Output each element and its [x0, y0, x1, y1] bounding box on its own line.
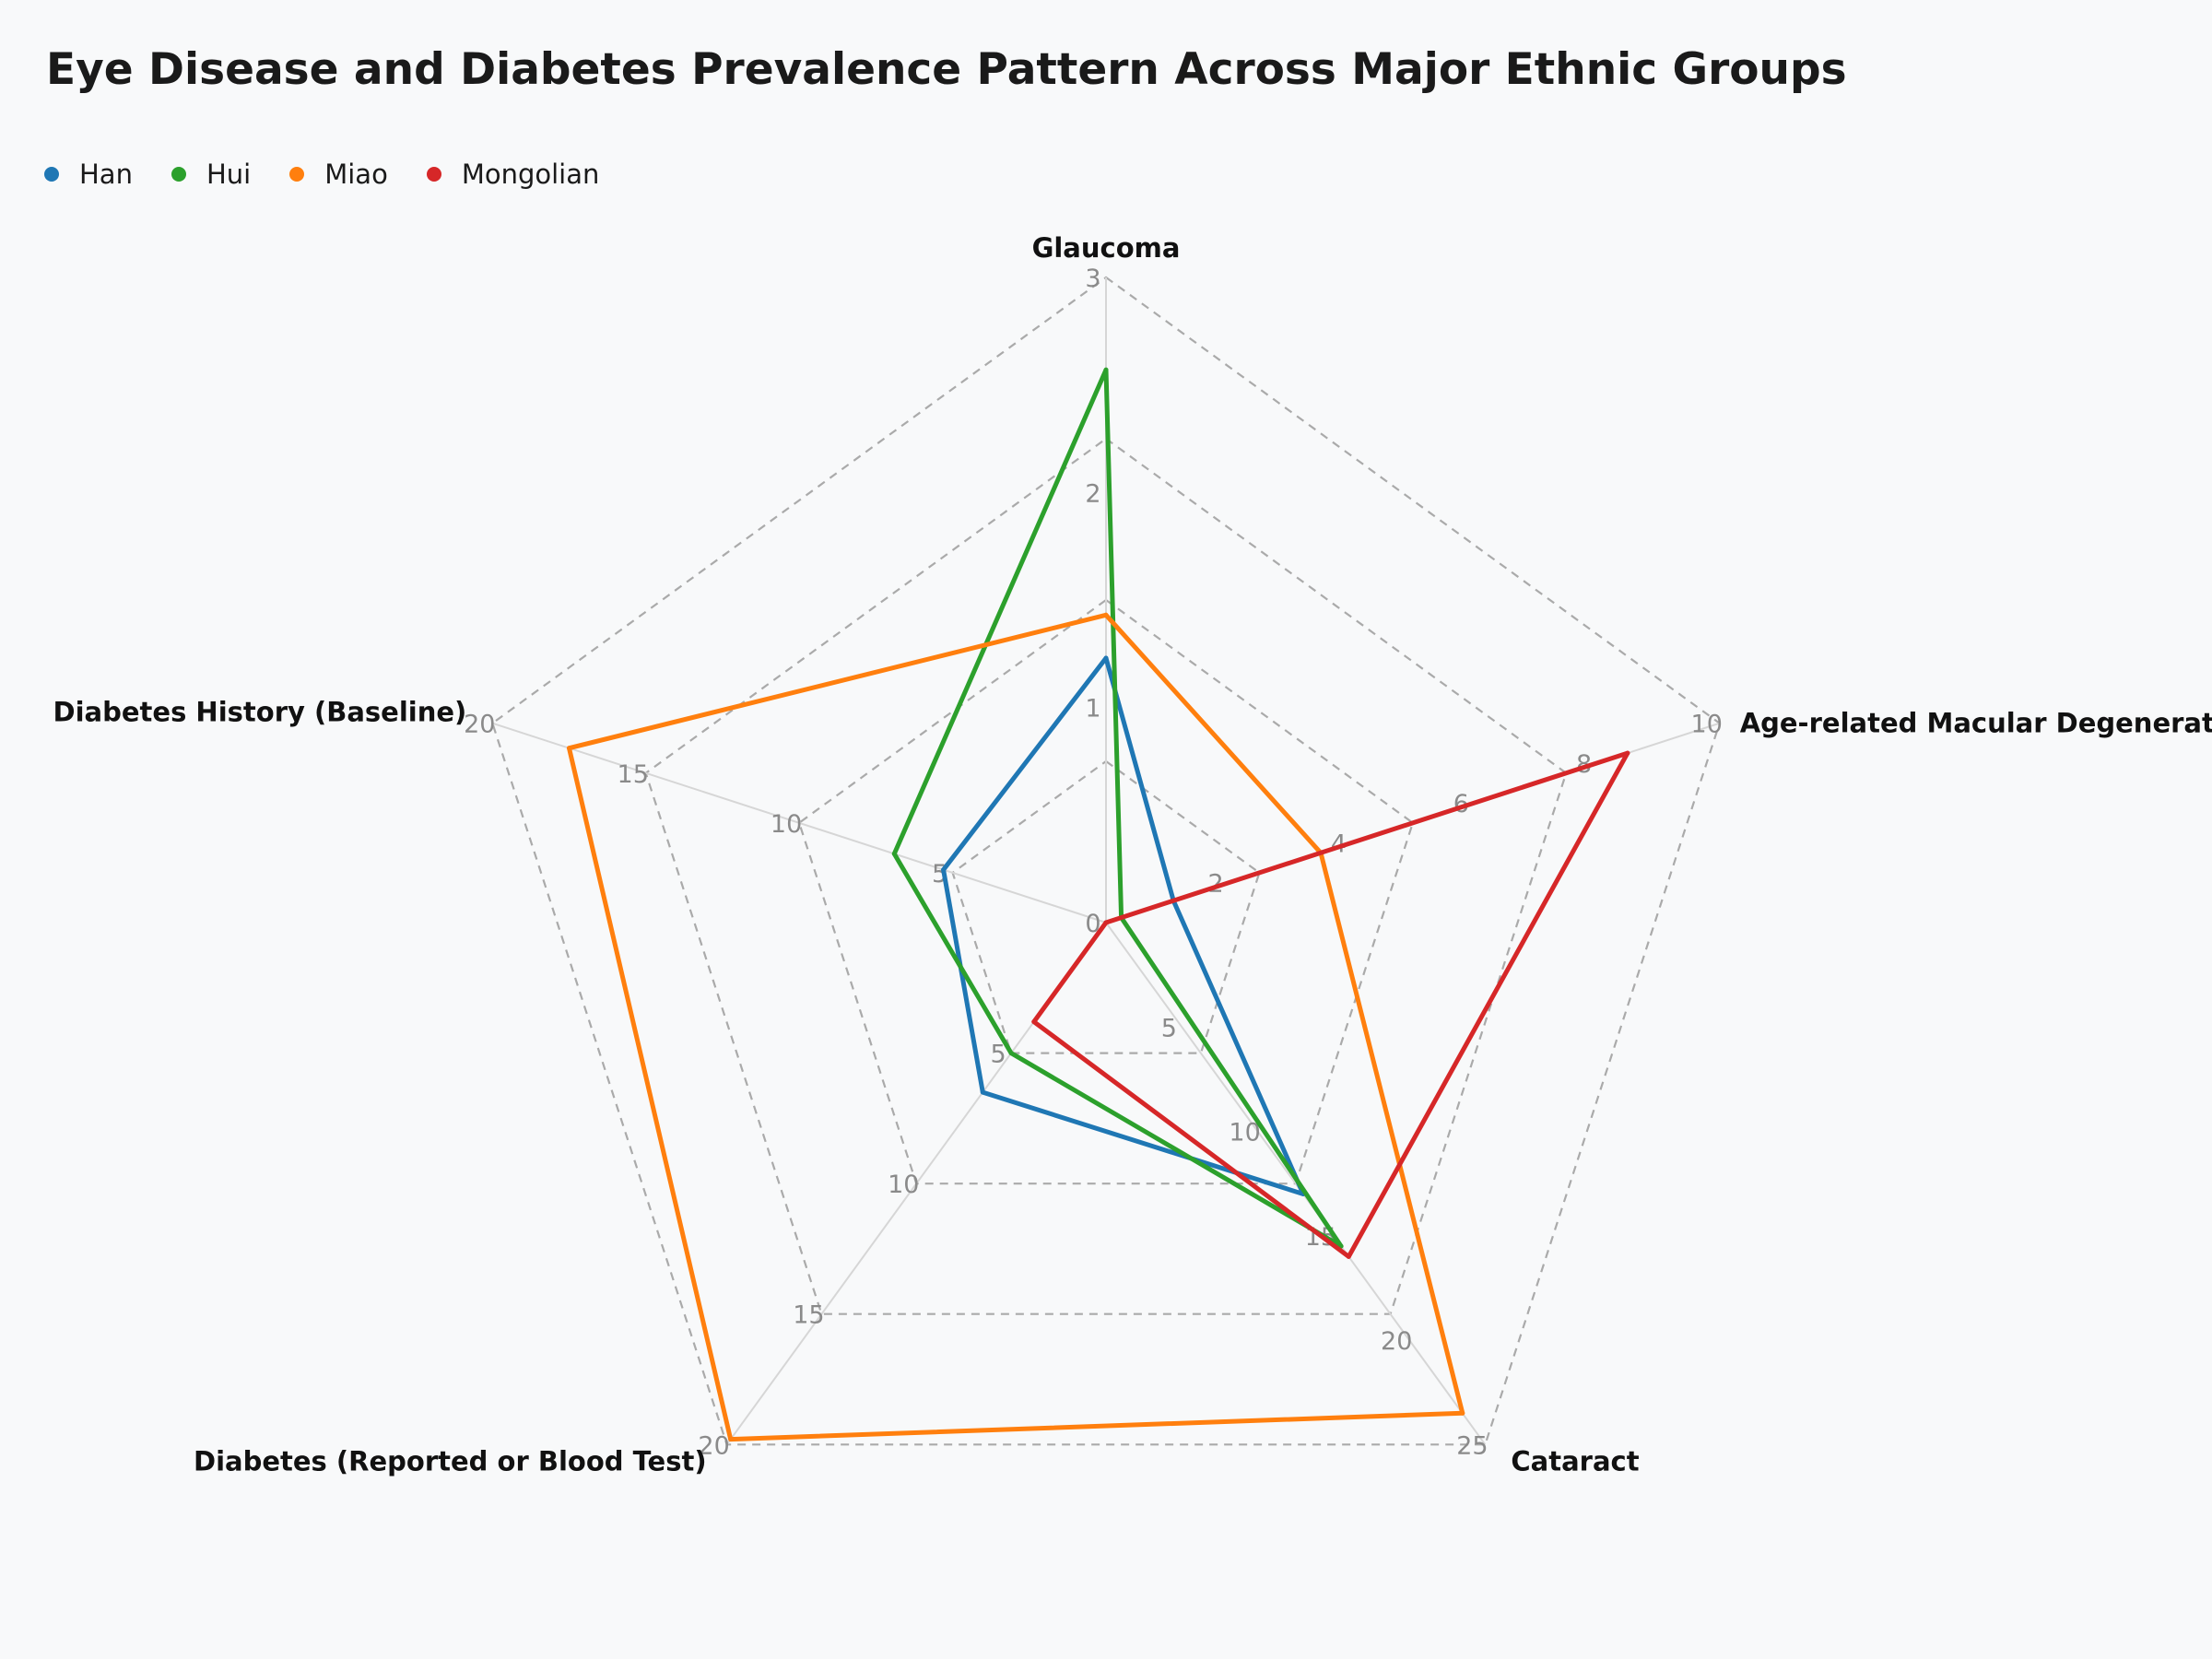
data-point-miao-3	[1460, 1410, 1465, 1416]
data-point-han-1	[1103, 655, 1109, 661]
grid-ring-4	[491, 276, 1721, 1446]
tick-label-axis3-5: 25	[1456, 1431, 1488, 1460]
legend-label-han: Han	[79, 159, 133, 190]
tick-label-axis4-2: 10	[888, 1171, 919, 1199]
axis-label-5: Diabetes History (Baseline)	[53, 697, 467, 728]
tick-label-axis3-2: 10	[1229, 1119, 1260, 1147]
legend-marker-han	[44, 167, 59, 182]
tick-label-axis1-4: 3	[1085, 265, 1100, 293]
tick-label-axis4-1: 5	[991, 1041, 1006, 1069]
legend-label-miao: Miao	[324, 159, 388, 190]
series-line-mongolian	[1031, 750, 1630, 1259]
tick-label-axis3-1: 5	[1161, 1014, 1177, 1042]
data-point-miao-1	[1103, 612, 1109, 618]
chart-title: Eye Disease and Diabetes Prevalence Patt…	[46, 44, 1847, 95]
legend-marker-hui	[171, 167, 186, 182]
tick-label-axis2-1: 2	[1208, 870, 1224, 899]
legend: Han Hui Miao Mongolian	[44, 159, 638, 190]
tick-label-axis2-5: 10	[1691, 711, 1723, 739]
data-point-hui-4	[1008, 1051, 1014, 1056]
tick-label-axis3-4: 20	[1381, 1327, 1412, 1356]
legend-label-mongolian: Mongolian	[461, 159, 600, 190]
axis-label-2: Age-related Macular Degeneration	[1740, 708, 2212, 739]
legend-marker-mongolian	[426, 167, 441, 182]
legend-item-hui[interactable]: Hui	[171, 159, 251, 190]
series-line-miao	[567, 612, 1465, 1442]
axis-label-1: Glaucoma	[1032, 232, 1181, 264]
data-point-mongolian-4	[1031, 1019, 1037, 1025]
data-point-mongolian-5	[1103, 920, 1109, 925]
series-line-hui	[891, 367, 1344, 1249]
data-point-hui-1	[1103, 367, 1109, 372]
tick-label-axis4-4: 20	[698, 1431, 729, 1460]
tick-label-axis5-3: 15	[618, 760, 649, 789]
legend-item-miao[interactable]: Miao	[289, 159, 388, 190]
tick-label-axis2-2: 4	[1331, 830, 1347, 859]
tick-label-axis5-4: 20	[464, 711, 495, 739]
data-point-miao-4	[728, 1437, 734, 1442]
data-point-han-4	[980, 1089, 985, 1095]
grid-ring-3	[644, 437, 1568, 1315]
axis-line-3	[1105, 922, 1487, 1445]
data-point-han-5	[941, 867, 947, 873]
series-line-han	[941, 655, 1306, 1196]
axis-label-3: Cataract	[1511, 1445, 1639, 1477]
data-point-miao-5	[567, 746, 571, 751]
legend-item-mongolian[interactable]: Mongolian	[426, 159, 600, 190]
legend-marker-miao	[289, 167, 305, 182]
tick-label-axis5-2: 10	[771, 810, 802, 839]
tick-label-axis2-4: 8	[1576, 750, 1592, 779]
grid-ring-2	[797, 598, 1415, 1185]
legend-label-hui: Hui	[206, 159, 252, 190]
axis-line-5	[491, 722, 1107, 924]
tick-label-axis4-3: 15	[793, 1301, 824, 1330]
axis-label-4: Diabetes (Reported or Blood Test)	[194, 1445, 707, 1477]
grid-ring-1	[951, 759, 1261, 1054]
data-point-hui-5	[891, 851, 897, 856]
data-point-mongolian-2	[1625, 750, 1630, 756]
tick-label-axis1-2: 1	[1085, 695, 1100, 724]
tick-label-axis1-3: 2	[1085, 479, 1100, 508]
data-point-mongolian-3	[1346, 1253, 1351, 1259]
tick-label-axis2-3: 6	[1453, 790, 1469, 818]
legend-item-han[interactable]: Han	[44, 159, 133, 190]
